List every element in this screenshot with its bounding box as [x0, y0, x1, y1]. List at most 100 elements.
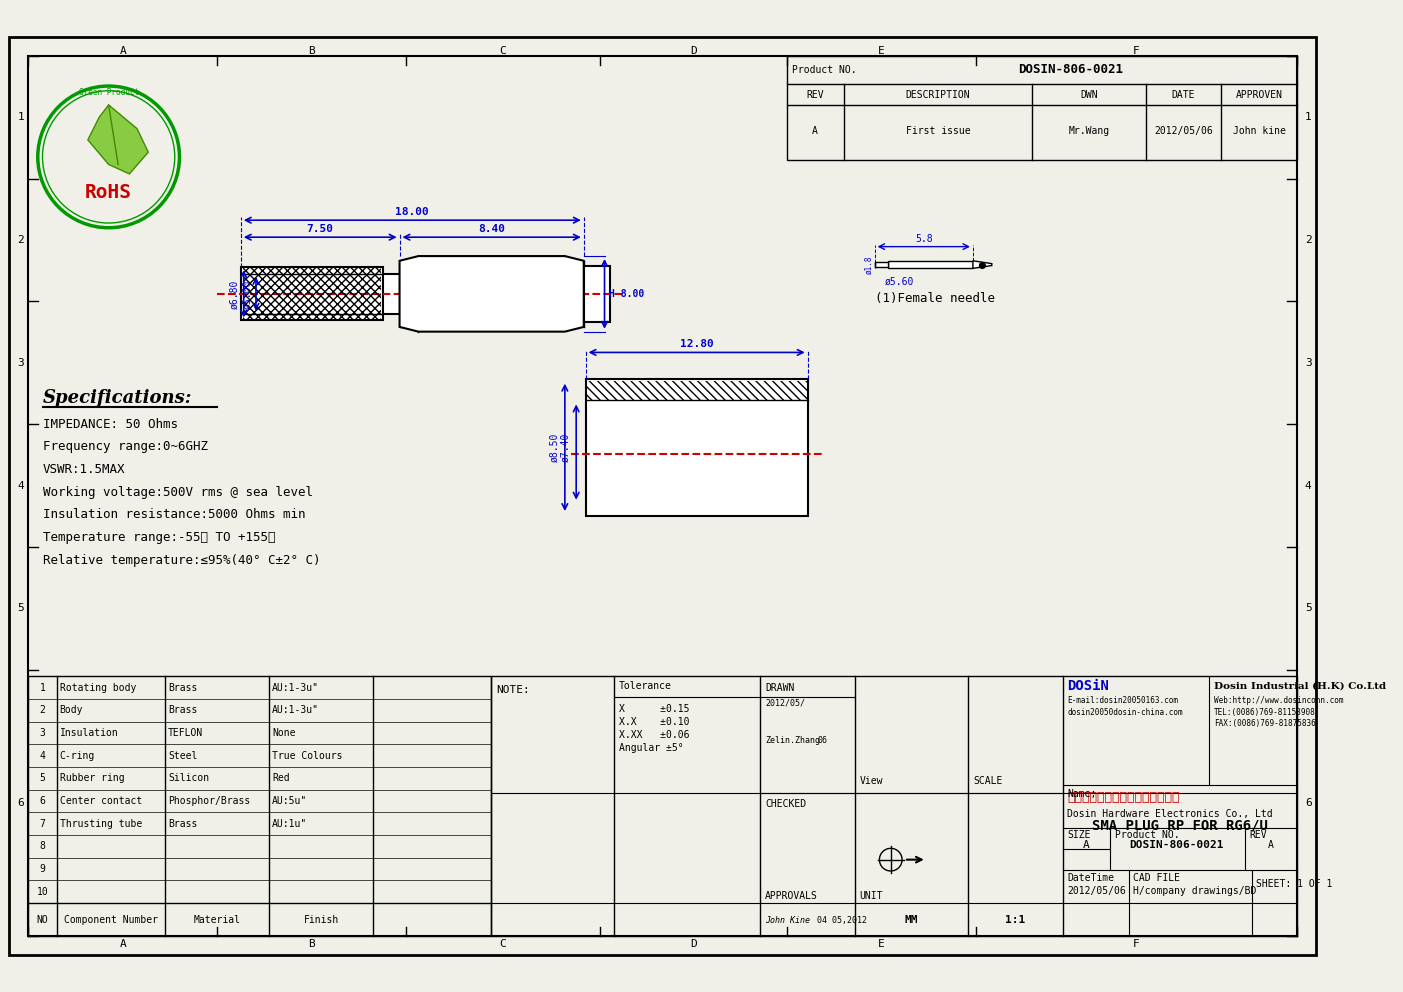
Text: UNIT: UNIT: [860, 891, 882, 901]
Text: D: D: [690, 46, 697, 57]
Bar: [787, 56, 1296, 160]
Text: H 8.00: H 8.00: [609, 289, 644, 299]
Text: Web:http://www.dosinconn.com: Web:http://www.dosinconn.com: [1214, 696, 1343, 705]
Text: Material: Material: [194, 915, 241, 926]
Text: C-ring: C-ring: [59, 751, 95, 761]
Text: 5.8: 5.8: [915, 234, 933, 244]
Text: View: View: [860, 777, 882, 787]
Text: Thrusting tube: Thrusting tube: [59, 818, 142, 828]
Text: 2012/05/06: 2012/05/06: [1068, 886, 1127, 896]
Text: Dosin Industrial (H.K) Co.Ltd: Dosin Industrial (H.K) Co.Ltd: [1214, 682, 1386, 690]
Text: 1: 1: [1305, 112, 1312, 122]
Text: Phosphor/Brass: Phosphor/Brass: [168, 797, 250, 806]
Text: VSWR:1.5MAX: VSWR:1.5MAX: [42, 463, 125, 476]
Text: 7: 7: [39, 818, 45, 828]
Bar: [585, 379, 808, 516]
Text: True Colours: True Colours: [272, 751, 342, 761]
Text: 2012/05/: 2012/05/: [765, 698, 805, 707]
Text: REV: REV: [1250, 830, 1267, 840]
Text: DWN: DWN: [1080, 89, 1099, 99]
Text: John Kine: John Kine: [765, 916, 810, 925]
Bar: [874, 262, 888, 268]
Text: 3: 3: [17, 358, 24, 368]
Text: ø1.8: ø1.8: [864, 255, 874, 274]
Bar: [241, 268, 383, 320]
Text: 5: 5: [39, 774, 45, 784]
Text: APPROVALS: APPROVALS: [765, 891, 818, 901]
Text: 8.40: 8.40: [478, 223, 505, 234]
Text: Specifications:: Specifications:: [42, 389, 192, 407]
Text: 10: 10: [36, 887, 48, 897]
Text: Zelin.Zhang: Zelin.Zhang: [765, 736, 821, 745]
Text: None: None: [272, 728, 296, 738]
Text: AU:1u": AU:1u": [272, 818, 307, 828]
Text: 2: 2: [17, 235, 24, 245]
Text: 3: 3: [39, 728, 45, 738]
Text: ø7.40: ø7.40: [561, 433, 571, 461]
Polygon shape: [88, 105, 149, 174]
Text: Body: Body: [59, 705, 83, 715]
Text: 4: 4: [39, 751, 45, 761]
Text: Dosin Hardware Electronics Co., Ltd: Dosin Hardware Electronics Co., Ltd: [1068, 809, 1273, 819]
Bar: [584, 266, 610, 322]
Text: DateTime: DateTime: [1068, 873, 1114, 883]
Text: DOSiN: DOSiN: [1068, 679, 1110, 692]
Text: A: A: [1267, 839, 1274, 849]
Text: TEL:(0086)769-81153908: TEL:(0086)769-81153908: [1214, 708, 1316, 717]
Polygon shape: [400, 256, 584, 331]
Text: Silicon: Silicon: [168, 774, 209, 784]
Text: A: A: [1083, 839, 1090, 849]
Text: B: B: [309, 938, 316, 948]
Text: D: D: [690, 938, 697, 948]
Text: NO: NO: [36, 915, 48, 926]
Text: 4: 4: [1305, 480, 1312, 491]
Text: Brass: Brass: [168, 682, 198, 692]
Text: Rubber ring: Rubber ring: [59, 774, 123, 784]
Text: CAD FILE: CAD FILE: [1134, 873, 1180, 883]
Text: Product NO.: Product NO.: [791, 65, 856, 75]
Text: 2: 2: [1305, 235, 1312, 245]
Text: 2012/05/06: 2012/05/06: [1155, 126, 1214, 136]
Bar: [585, 381, 808, 400]
Text: A: A: [119, 938, 126, 948]
Text: Green Product: Green Product: [79, 88, 139, 97]
Text: SHEET: 1 OF 1: SHEET: 1 OF 1: [1256, 879, 1333, 889]
Text: Red: Red: [272, 774, 289, 784]
Text: APPROVEN: APPROVEN: [1236, 89, 1282, 99]
Text: Insulation resistance:5000 Ohms min: Insulation resistance:5000 Ohms min: [42, 508, 304, 522]
Text: E: E: [878, 938, 885, 948]
Text: REV: REV: [807, 89, 824, 99]
Text: E: E: [878, 46, 885, 57]
Text: 5: 5: [1305, 603, 1312, 613]
Circle shape: [979, 263, 985, 269]
Text: F: F: [1134, 938, 1139, 948]
Text: Component Number: Component Number: [65, 915, 159, 926]
Text: NOTE:: NOTE:: [495, 684, 530, 694]
Text: C: C: [499, 46, 506, 57]
Text: F: F: [1134, 46, 1139, 57]
Text: E-mail:dosin20050163.com: E-mail:dosin20050163.com: [1068, 696, 1179, 705]
Text: 1: 1: [17, 112, 24, 122]
Text: SMA PLUG RP FOR RG6/U: SMA PLUG RP FOR RG6/U: [1092, 818, 1268, 832]
Text: 18.00: 18.00: [396, 206, 429, 216]
Polygon shape: [972, 261, 992, 269]
Text: Brass: Brass: [168, 818, 198, 828]
Text: H/company drawings/BD: H/company drawings/BD: [1134, 886, 1257, 896]
Text: Working voltage:500V rms @ sea level: Working voltage:500V rms @ sea level: [42, 486, 313, 499]
Text: John kine: John kine: [1233, 126, 1285, 136]
Text: DRAWN: DRAWN: [765, 682, 794, 692]
Text: 04 05,2012: 04 05,2012: [817, 916, 867, 925]
Text: 东莞市德赛五金电子制品有限公司: 东莞市德赛五金电子制品有限公司: [1068, 791, 1180, 804]
Text: DATE: DATE: [1172, 89, 1195, 99]
Bar: [28, 677, 491, 936]
Text: AU:1-3u": AU:1-3u": [272, 705, 318, 715]
Text: Finish: Finish: [303, 915, 338, 926]
Text: IMPEDANCE: 50 Ohms: IMPEDANCE: 50 Ohms: [42, 418, 178, 431]
Text: AU:1-3u": AU:1-3u": [272, 682, 318, 692]
Text: SIZE: SIZE: [1068, 830, 1092, 840]
Text: Center contact: Center contact: [59, 797, 142, 806]
Text: CHECKED: CHECKED: [765, 799, 807, 808]
Text: Tolerance: Tolerance: [619, 681, 672, 690]
Text: 4: 4: [17, 480, 24, 491]
Text: ø8.50: ø8.50: [549, 433, 560, 461]
